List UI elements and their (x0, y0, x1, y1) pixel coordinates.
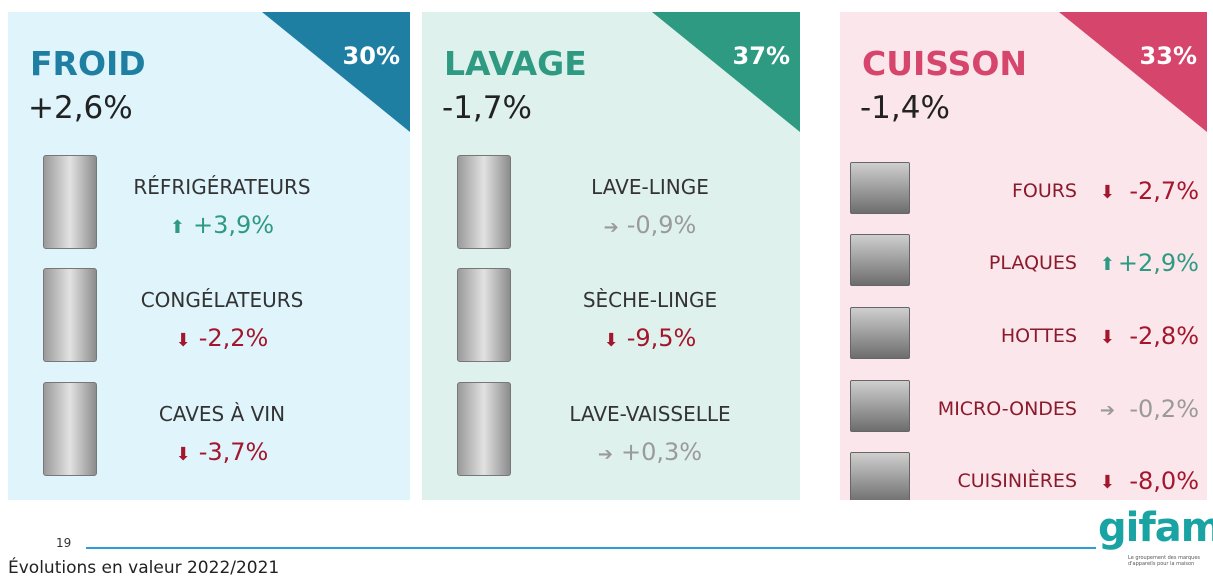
item-name: LAVE-LINGE (500, 175, 800, 199)
footer-line (86, 547, 1096, 549)
logo-tagline: Le groupement des marques d'appareils po… (1128, 555, 1208, 567)
trend-arrow: ⬆ (170, 217, 185, 238)
trend-arrow: ⬇ (176, 444, 191, 465)
share-corner (262, 12, 410, 132)
appliance-icon (850, 234, 910, 286)
panel-title: CUISSON (862, 44, 1027, 83)
panel-title: LAVAGE (444, 44, 587, 83)
item-change: -0,9% (627, 211, 697, 239)
panel-change: +2,6% (28, 90, 133, 126)
item-change: -8,0% (1129, 467, 1199, 495)
share-corner (652, 12, 800, 132)
panel: 33% CUISSON -1,4% FOURS ⬇ -2,7% PLAQUES ⬆+2,9% H… (840, 12, 1207, 500)
trend-arrow: ⬇ (1100, 182, 1115, 203)
panel-change: -1,7% (442, 90, 532, 126)
trend-arrow: ➔ (604, 217, 619, 238)
trend-arrow: ⬇ (1100, 472, 1115, 493)
item-name: MICRO-ONDES (938, 398, 1077, 420)
item-change-row: ➔ -0,9% (500, 211, 800, 239)
trend-arrow: ⬆ (1100, 254, 1115, 275)
panel: 37% LAVAGE -1,7% LAVE-LINGE ➔ -0,9% SÈCHE-LING… (422, 12, 800, 500)
panel-title: FROID (30, 44, 146, 83)
item-name: CUISINIÈRES (957, 470, 1077, 492)
appliance-icon (850, 162, 910, 214)
appliance-icon (850, 307, 910, 359)
item-name: HOTTES (1001, 325, 1077, 347)
item-name: CAVES À VIN (72, 402, 372, 426)
trend-arrow: ➔ (598, 444, 613, 465)
item-name: FOURS (1012, 180, 1077, 202)
item-change-row: ⬇ -2,2% (72, 324, 372, 352)
item-name: SÈCHE-LINGE (500, 288, 800, 312)
item-change: +2,9% (1118, 249, 1199, 277)
item-change: -2,2% (199, 324, 269, 352)
item-change-row: ⬇ -3,7% (72, 438, 372, 466)
item-change-row: ➔ +0,3% (500, 438, 800, 466)
item-change: -3,7% (199, 438, 269, 466)
item-change-row: ⬆ +3,9% (72, 211, 372, 239)
appliance-icon (850, 452, 910, 500)
share-corner (1059, 12, 1207, 132)
item-name: PLAQUES (989, 252, 1077, 274)
share: 33% (1140, 42, 1197, 70)
share: 30% (343, 42, 400, 70)
share: 37% (733, 42, 790, 70)
item-change-row: ⬇ -9,5% (500, 324, 800, 352)
item-change: +0,3% (621, 438, 702, 466)
item-change: -2,7% (1129, 177, 1199, 205)
item-name: CONGÉLATEURS (72, 288, 372, 312)
trend-arrow: ⬇ (604, 330, 619, 351)
caption: Évolutions en valeur 2022/2021 (8, 558, 279, 578)
appliance-icon (850, 380, 910, 432)
item-change: -9,5% (627, 324, 697, 352)
trend-arrow: ⬇ (176, 330, 191, 351)
panel-change: -1,4% (860, 90, 950, 126)
item-change: -2,8% (1129, 322, 1199, 350)
page-number: 19 (56, 536, 71, 550)
item-name: RÉFRIGÉRATEURS (72, 175, 372, 199)
item-change: -0,2% (1129, 395, 1199, 423)
item-name: LAVE-VAISSELLE (500, 402, 800, 426)
logo: gifam (1098, 505, 1213, 551)
infographic: 30% FROID +2,6% RÉFRIGÉRATEURS ⬆ +3,9% CONGÉLA… (0, 0, 1213, 580)
panel: 30% FROID +2,6% RÉFRIGÉRATEURS ⬆ +3,9% CONGÉLA… (8, 12, 410, 500)
trend-arrow: ➔ (1100, 400, 1115, 421)
trend-arrow: ⬇ (1100, 327, 1115, 348)
item-change: +3,9% (193, 211, 274, 239)
